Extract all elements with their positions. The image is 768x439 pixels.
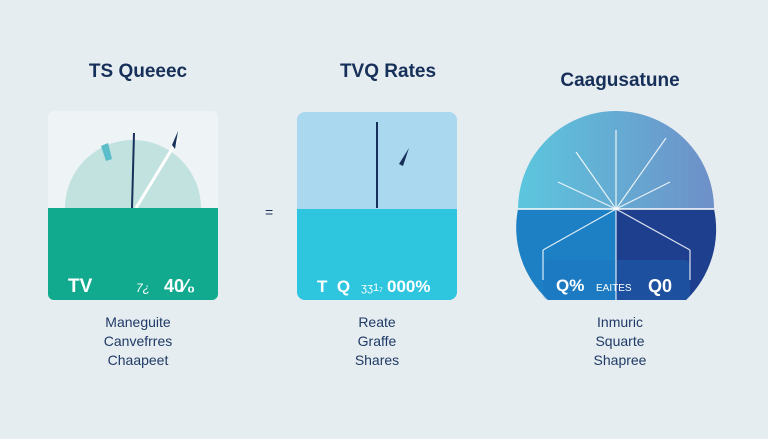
panel2-line-3: Shares	[354, 352, 400, 368]
panel3-line-2: Squarte	[595, 333, 645, 349]
panel2-small-value: ʒʒ1₇	[361, 282, 383, 294]
panel1-left-label: TV	[68, 276, 93, 297]
equals-separator: =	[265, 204, 274, 220]
panel3-title: Caagusatune	[560, 70, 680, 91]
panel2-labels: Reate Graffe Shares	[277, 313, 477, 370]
panel1-title: TS Queeec	[88, 61, 188, 82]
gauge-base	[297, 209, 457, 300]
gauge-needle-secondary	[134, 138, 180, 209]
panel3-line-1: Inmuric	[597, 314, 643, 330]
gauge-1-graphic	[48, 131, 218, 300]
gauge-panel-1: TV 7¿ 40⁄₀	[48, 111, 218, 300]
gauge-base	[48, 208, 218, 300]
panel2-title: TVQ Rates	[339, 61, 437, 82]
panel3-value: Q0	[648, 276, 673, 296]
panel2-left-label: T Q	[317, 277, 351, 296]
panel1-line-1: Maneguite	[105, 314, 171, 330]
pie-bottom-left	[516, 209, 616, 300]
panel3-small-value: EAITES	[596, 283, 632, 294]
gauge-panel-2: T Q ʒʒ1₇ 000%	[297, 112, 457, 300]
panel1-line-3: Chaapeet	[107, 352, 169, 368]
panel1-labels: Maneguite Canvefrres Chaapeet	[38, 313, 238, 370]
gauge-2-graphic	[297, 122, 457, 300]
panel2-value: 000%	[387, 277, 431, 296]
panel3-left-label: Q%	[556, 276, 585, 295]
panel2-line-1: Reate	[358, 314, 396, 330]
pie-graphic	[516, 111, 717, 300]
panel1-value: 40⁄₀	[164, 276, 196, 296]
panel1-line-2: Canvefrres	[103, 333, 173, 349]
ray-lines	[542, 130, 691, 300]
panel1-small-value: 7¿	[136, 281, 151, 295]
marker-icon	[101, 143, 112, 161]
gauge-needle	[131, 132, 135, 209]
needle-tip-icon	[399, 148, 409, 166]
pie-bottom-right	[616, 209, 717, 300]
needle-tip-icon	[172, 131, 178, 149]
panel2-line-2: Graffe	[357, 333, 397, 349]
panel3-labels: Inmuric Squarte Shapree	[520, 313, 720, 370]
panel3-line-3: Shapree	[593, 352, 647, 368]
